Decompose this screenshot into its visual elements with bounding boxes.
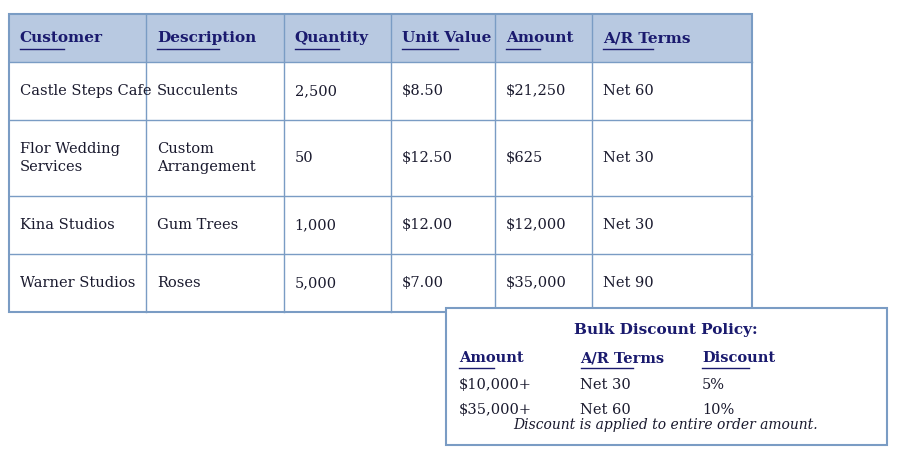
Text: Quantity: Quantity — [294, 31, 368, 45]
Text: Net 30: Net 30 — [580, 378, 631, 392]
Text: Kina Studios: Kina Studios — [20, 218, 114, 232]
Text: $35,000: $35,000 — [506, 276, 567, 290]
FancyBboxPatch shape — [446, 308, 886, 445]
Text: Unit Value: Unit Value — [402, 31, 491, 45]
Text: $8.50: $8.50 — [402, 84, 445, 98]
Text: A/R Terms: A/R Terms — [603, 31, 690, 45]
Text: Amount: Amount — [459, 351, 524, 365]
Text: 10%: 10% — [702, 403, 734, 417]
Text: Flor Wedding: Flor Wedding — [20, 142, 120, 157]
Text: 2,500: 2,500 — [294, 84, 337, 98]
Text: Net 60: Net 60 — [603, 84, 653, 98]
Text: Net 60: Net 60 — [580, 403, 631, 417]
Text: $7.00: $7.00 — [402, 276, 445, 290]
Text: $625: $625 — [506, 151, 544, 165]
Text: Discount: Discount — [702, 351, 775, 365]
Text: Bulk Discount Policy:: Bulk Discount Policy: — [574, 324, 758, 337]
Text: 50: 50 — [294, 151, 313, 165]
FancyBboxPatch shape — [9, 14, 752, 62]
Text: $12.50: $12.50 — [402, 151, 454, 165]
Text: 1,000: 1,000 — [294, 218, 337, 232]
Text: Custom: Custom — [158, 142, 214, 157]
Text: Roses: Roses — [158, 276, 201, 290]
Text: Gum Trees: Gum Trees — [158, 218, 239, 232]
Text: $12,000: $12,000 — [506, 218, 567, 232]
Text: Arrangement: Arrangement — [158, 160, 256, 174]
Text: A/R Terms: A/R Terms — [580, 351, 664, 365]
Text: Warner Studios: Warner Studios — [20, 276, 135, 290]
Text: 5,000: 5,000 — [294, 276, 337, 290]
Text: Customer: Customer — [20, 31, 103, 45]
Text: $21,250: $21,250 — [506, 84, 566, 98]
Text: $35,000+: $35,000+ — [459, 403, 532, 417]
Text: Succulents: Succulents — [158, 84, 239, 98]
Text: $12.00: $12.00 — [402, 218, 454, 232]
Text: Discount is applied to entire order amount.: Discount is applied to entire order amou… — [514, 418, 818, 431]
Text: $10,000+: $10,000+ — [459, 378, 532, 392]
Text: Net 30: Net 30 — [603, 218, 653, 232]
Text: Net 90: Net 90 — [603, 276, 653, 290]
Text: Description: Description — [158, 31, 256, 45]
Text: Services: Services — [20, 160, 83, 174]
Text: Net 30: Net 30 — [603, 151, 653, 165]
Text: Amount: Amount — [506, 31, 573, 45]
Text: Castle Steps Cafe: Castle Steps Cafe — [20, 84, 151, 98]
Text: 5%: 5% — [702, 378, 725, 392]
